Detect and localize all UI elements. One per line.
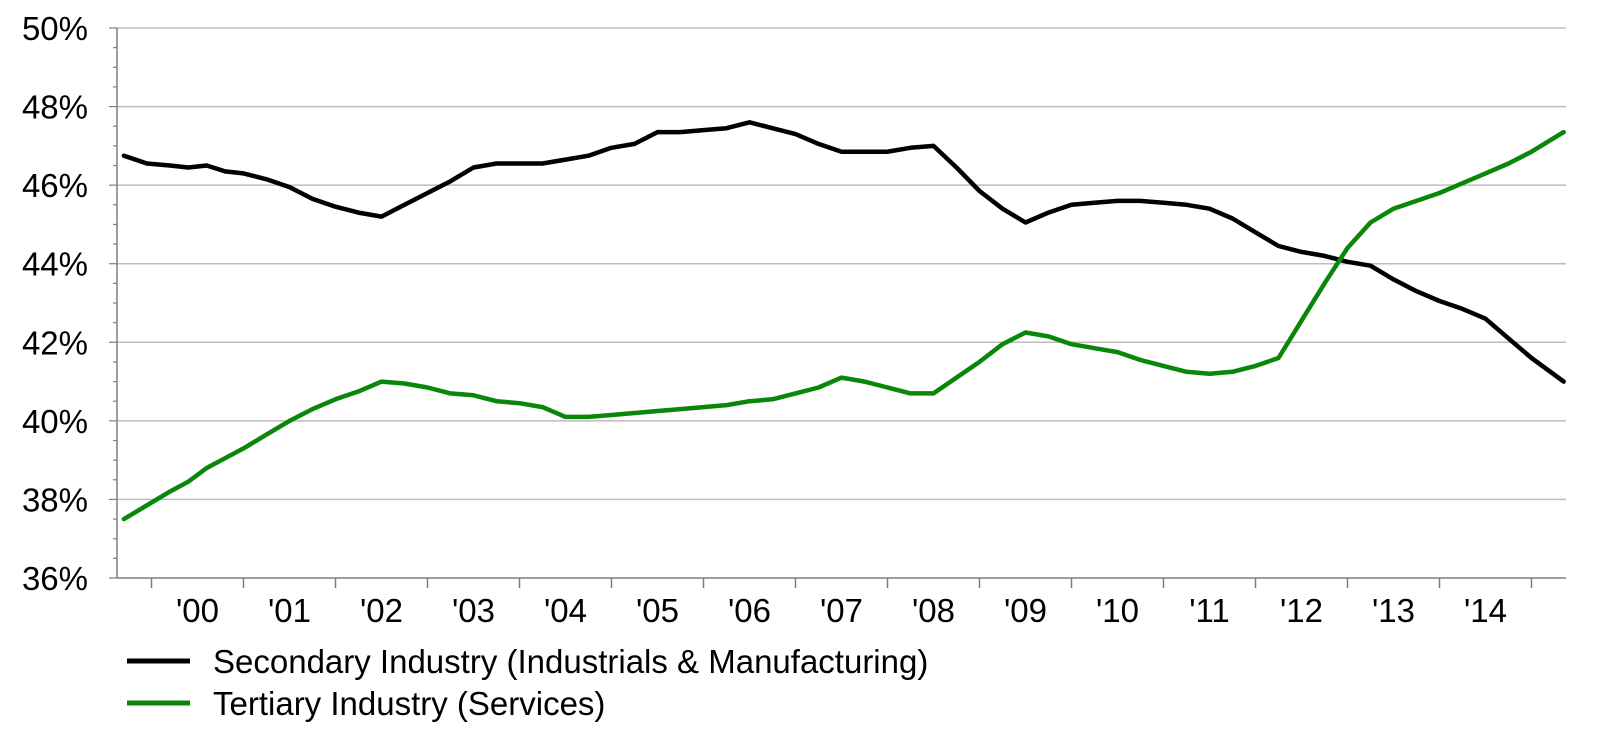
gridlines xyxy=(117,27,1566,501)
x-tick-label: '03 xyxy=(452,592,495,629)
y-tick-label: 36% xyxy=(22,560,88,597)
y-tick-label: 46% xyxy=(22,167,88,204)
series-lines xyxy=(121,120,1566,522)
x-tick-label: '05 xyxy=(636,592,679,629)
y-tick-label: 48% xyxy=(22,89,88,126)
series-line-2 xyxy=(121,129,1566,522)
x-tick-label: '12 xyxy=(1280,592,1323,629)
x-tick-label: '07 xyxy=(820,592,863,629)
x-tick-label: '11 xyxy=(1189,592,1230,629)
x-axis: '00 '01 '02 '03 '04 '05 '06 '07 '08 '09 '10 '11 '12 '… xyxy=(117,577,1566,629)
legend-label-2: Tertiary Industry (Services) xyxy=(213,685,605,722)
x-tick-label: '08 xyxy=(912,592,955,629)
x-tick-label: '14 xyxy=(1464,592,1507,629)
legend: Secondary Industry (Industrials & Manufa… xyxy=(127,643,928,722)
y-axis: 36% 38% 40% 42% 44% 46% 48% 50% xyxy=(22,10,118,597)
x-tick-label: '04 xyxy=(544,592,587,629)
x-tick-label: '10 xyxy=(1096,592,1139,629)
x-tick-label: '00 xyxy=(176,592,219,629)
series-line-1 xyxy=(121,120,1566,384)
legend-label-1: Secondary Industry (Industrials & Manufa… xyxy=(213,643,928,680)
x-tick-label: '02 xyxy=(360,592,403,629)
y-tick-label: 40% xyxy=(22,403,88,440)
y-tick-label: 42% xyxy=(22,324,88,361)
x-tick-label: '06 xyxy=(728,592,771,629)
x-tick-label: '09 xyxy=(1004,592,1047,629)
y-tick-label: 50% xyxy=(22,10,88,47)
x-tick-label: '01 xyxy=(268,592,311,629)
x-tick-label: '13 xyxy=(1372,592,1415,629)
y-tick-label: 38% xyxy=(22,481,88,518)
y-tick-label: 44% xyxy=(22,246,88,283)
